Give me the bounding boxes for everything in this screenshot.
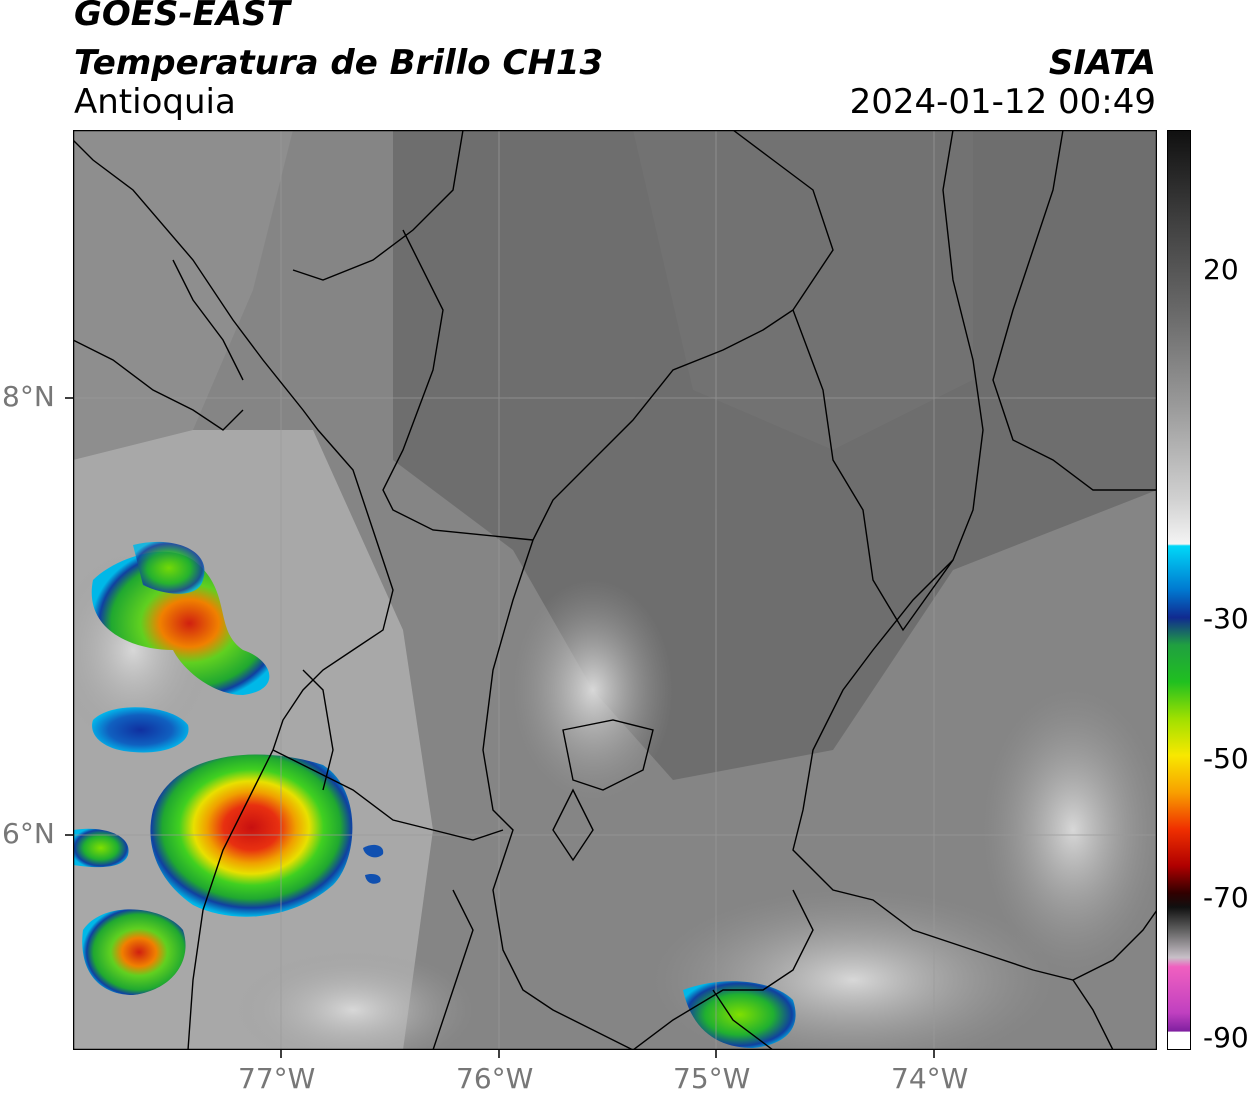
colorbar-label-20: 20 <box>1203 253 1239 286</box>
colorbar-label-neg70: -70 <box>1203 881 1249 914</box>
colorbar-label-neg50: -50 <box>1203 742 1249 775</box>
lon-label-76w: 76°W <box>456 1062 534 1095</box>
colorbar-label-neg30: -30 <box>1203 602 1249 635</box>
title-product: Temperatura de Brillo CH13 <box>74 43 604 83</box>
colorbar <box>1167 130 1191 1050</box>
satellite-map <box>73 130 1157 1050</box>
colorbar-label-neg90: -90 <box>1203 1021 1249 1054</box>
graticule <box>73 130 1157 1050</box>
title-region: Antioquia <box>74 82 236 122</box>
title-datetime: 2024-01-12 00:49 <box>849 82 1156 122</box>
title-satellite: GOES-EAST <box>74 0 290 34</box>
title-organization: SIATA <box>1048 43 1156 83</box>
lat-label-6n: 6°N <box>2 817 55 850</box>
lon-label-74w: 74°W <box>891 1062 969 1095</box>
boundaries <box>73 130 1157 1050</box>
lon-label-75w: 75°W <box>673 1062 751 1095</box>
lat-label-8n: 8°N <box>2 380 55 413</box>
lon-label-77w: 77°W <box>238 1062 316 1095</box>
